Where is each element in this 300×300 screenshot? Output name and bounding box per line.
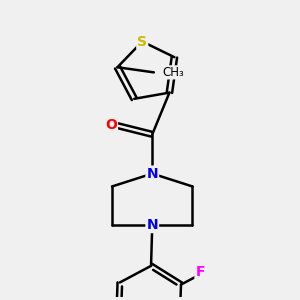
Text: F: F [196,265,205,279]
Text: S: S [137,34,147,49]
Text: CH₃: CH₃ [163,66,184,79]
Text: O: O [105,118,117,133]
Text: N: N [146,218,158,232]
Text: N: N [146,167,158,181]
